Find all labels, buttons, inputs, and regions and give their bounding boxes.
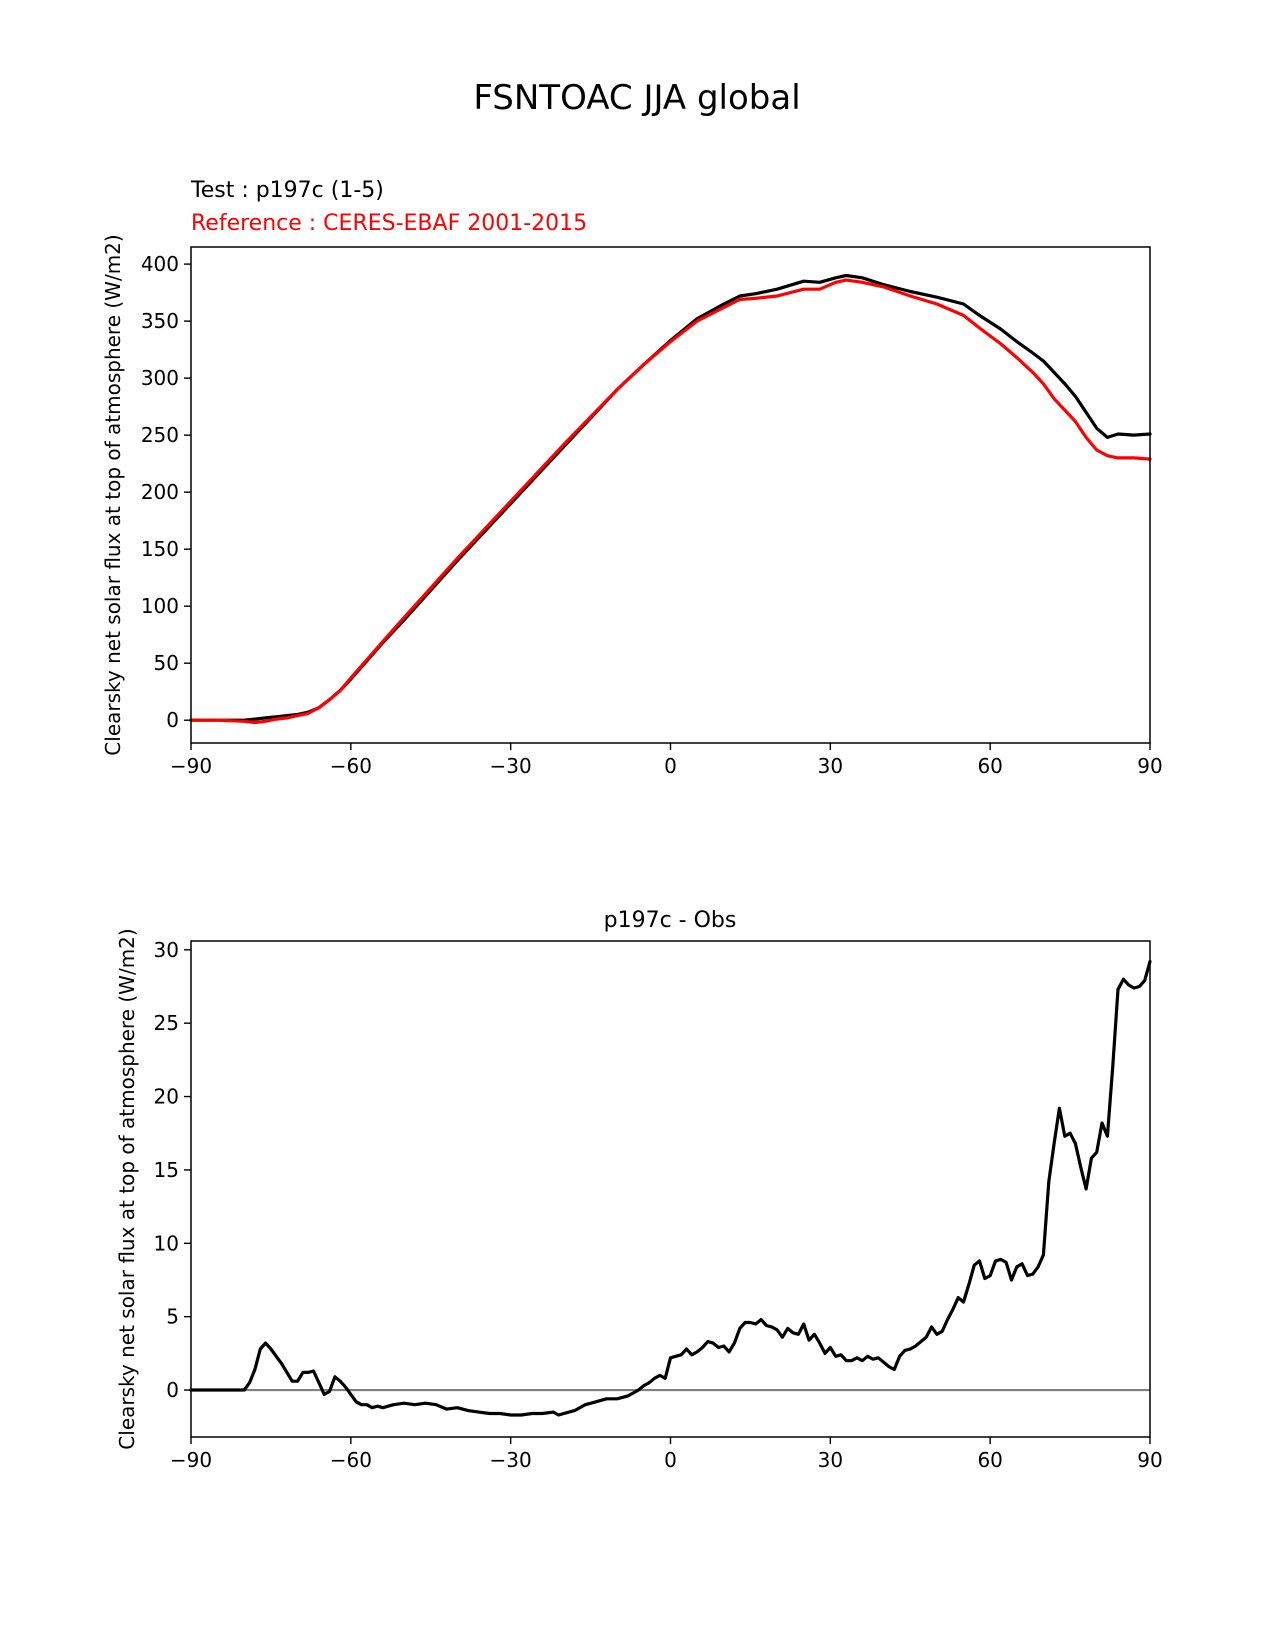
reference-label: Reference : CERES-EBAF 2001-2015	[191, 211, 587, 236]
top-panel: Test : p197c (1-5) Reference : CERES-EBA…	[101, 178, 1163, 778]
top-y-tick-label: 50	[154, 651, 179, 675]
bottom-y-tick-label: 0	[166, 1378, 179, 1402]
top-series-group	[189, 273, 1152, 725]
top-y-axis-label: Clearsky net solar flux at top of atmosp…	[101, 234, 125, 755]
bottom-x-tick-label: −60	[330, 1448, 372, 1472]
top-y-tick-label: 0	[166, 708, 179, 732]
top-y-tick-label: 250	[141, 423, 179, 447]
bottom-y-tick-label: 15	[154, 1158, 179, 1182]
top-x-tick-label: −60	[330, 754, 372, 778]
bottom-y-tick-label: 20	[154, 1085, 179, 1109]
bottom-y-tick-label: 30	[154, 938, 179, 962]
bottom-y-tick-label: 25	[154, 1011, 179, 1035]
top-x-tick-label: −30	[490, 754, 532, 778]
bottom-series-group	[189, 959, 1152, 1417]
figure-title: FSNTOAC JJA global	[473, 78, 800, 118]
top-series-line-1	[189, 278, 1152, 725]
top-x-tick-label: 30	[818, 754, 843, 778]
bottom-x-tick-label: −90	[170, 1448, 212, 1472]
bottom-panel-title: p197c - Obs	[604, 908, 737, 933]
bottom-x-tick-label: −30	[490, 1448, 532, 1472]
top-y-tick-label: 100	[141, 594, 179, 618]
top-x-tick-label: −90	[170, 754, 212, 778]
top-y-tick-label: 400	[141, 252, 179, 276]
bottom-x-tick-label: 30	[818, 1448, 843, 1472]
top-x-tick-label: 0	[664, 754, 677, 778]
top-x-tick-label: 90	[1137, 754, 1162, 778]
bottom-ticks: −90 −60 −30 0 30 60 90 0 5 10 15 20 25 30	[154, 938, 1163, 1472]
top-y-tick-label: 200	[141, 480, 179, 504]
top-y-tick-label: 150	[141, 537, 179, 561]
top-y-tick-label: 300	[141, 366, 179, 390]
test-label: Test : p197c (1-5)	[190, 178, 384, 203]
bottom-x-tick-label: 0	[664, 1448, 677, 1472]
bottom-x-tick-label: 90	[1137, 1448, 1162, 1472]
bottom-y-tick-label: 10	[154, 1231, 179, 1255]
top-y-tick-label: 350	[141, 309, 179, 333]
top-x-tick-label: 60	[977, 754, 1002, 778]
bottom-panel: p197c - Obs −90 −60 −30 0 30 60 90 0 5 10 15 20 25 30…	[115, 908, 1163, 1472]
top-plot-frame	[190, 246, 1151, 744]
bottom-y-tick-label: 5	[166, 1305, 179, 1329]
bottom-x-tick-label: 60	[977, 1448, 1002, 1472]
top-ticks: −90 −60 −30 0 30 60 90 0 50 100 150 200 250 300 350 400	[141, 252, 1163, 778]
bottom-series-line-0	[189, 959, 1152, 1417]
bottom-y-axis-label: Clearsky net solar flux at top of atmosp…	[115, 928, 139, 1449]
